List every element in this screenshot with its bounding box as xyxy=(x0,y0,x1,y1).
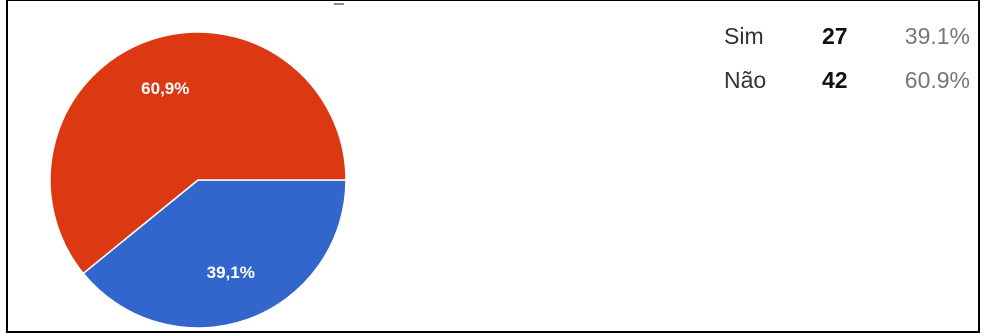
slice-label: 60,9% xyxy=(141,79,189,98)
pie-slice-sim xyxy=(82,179,347,329)
legend-count: 27 xyxy=(822,22,848,49)
legend-table: Sim 27 39.1% Não 42 60.9% xyxy=(714,14,970,102)
legend-row-nao: Não 42 60.9% xyxy=(714,58,970,102)
cropped-text-fragment xyxy=(334,0,344,5)
legend-count: 42 xyxy=(822,66,848,93)
pie-slice-nao xyxy=(49,31,347,275)
legend-percent: 39.1% xyxy=(904,22,970,49)
legend-percent: 60.9% xyxy=(904,66,970,93)
legend-label: Não xyxy=(724,66,767,93)
legend-row-sim: Sim 27 39.1% xyxy=(714,14,970,58)
legend-label: Sim xyxy=(724,22,764,49)
slice-label: 39,1% xyxy=(207,263,255,282)
